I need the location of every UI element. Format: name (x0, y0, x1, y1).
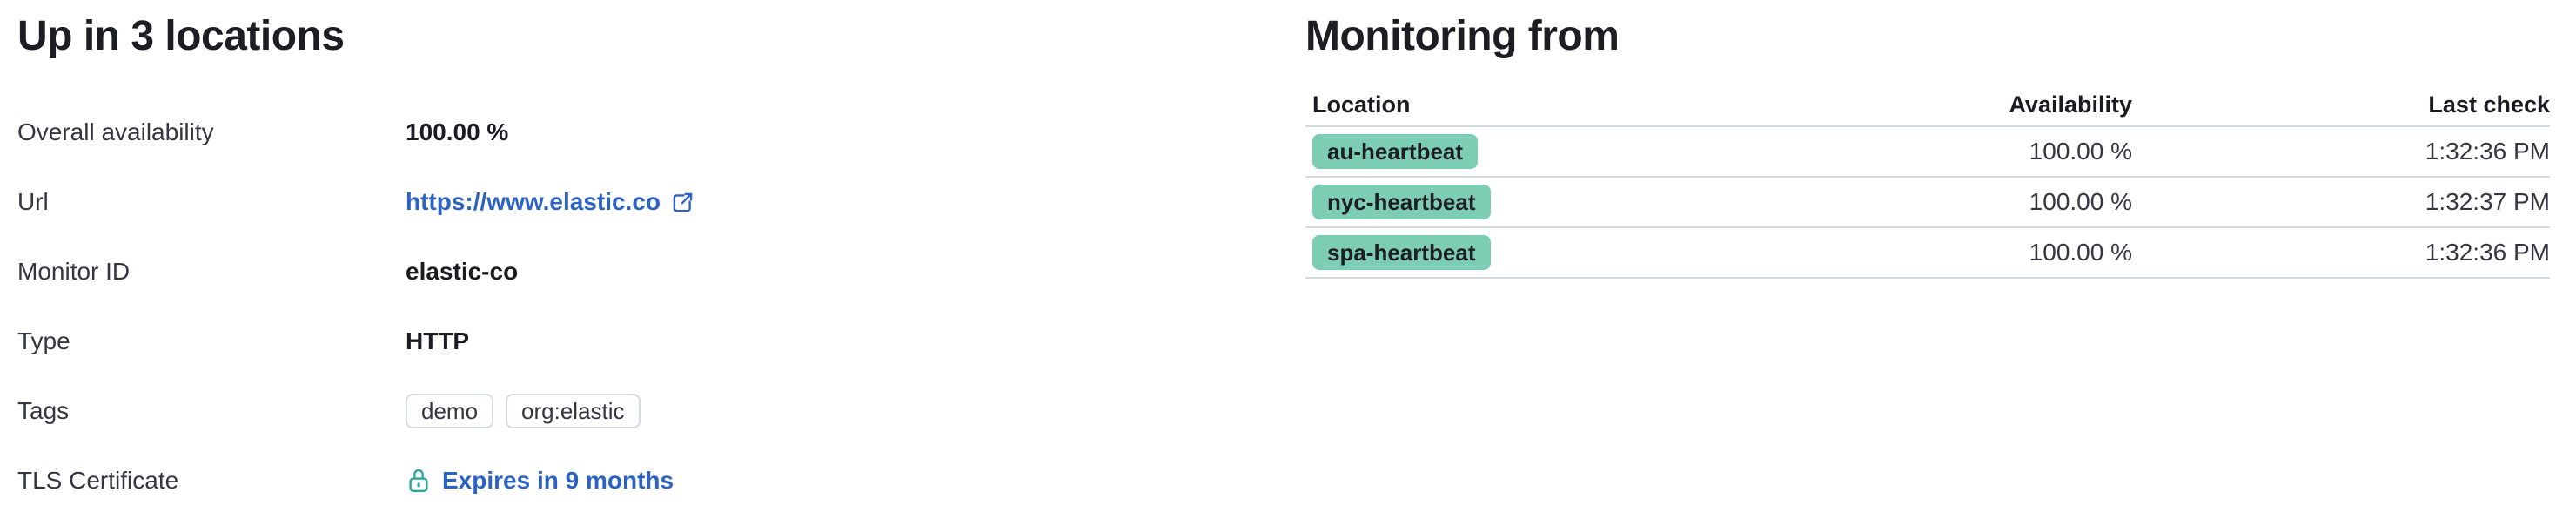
column-header-availability: Availability (2009, 91, 2132, 118)
locations-table: Location Availability Last check au-hear… (1305, 84, 2550, 279)
tls-certificate-row: TLS Certificate Expires in 9 months (17, 456, 1253, 505)
availability-cell: 100.00 % (2029, 239, 2132, 266)
column-header-last-check: Last check (2428, 91, 2550, 118)
tls-certificate-link[interactable]: Expires in 9 months (406, 466, 674, 496)
last-check-cell: 1:32:36 PM (2425, 138, 2550, 165)
tags-row: Tags demo org:elastic (17, 387, 1253, 435)
tag-badge[interactable]: org:elastic (506, 394, 641, 428)
tag-badge[interactable]: demo (406, 394, 494, 428)
url-label: Url (17, 188, 49, 215)
tls-certificate-label: TLS Certificate (17, 467, 179, 494)
monitor-id-value: elastic-co (406, 258, 519, 285)
monitor-summary-panel: Up in 3 locations Overall availability 1… (17, 14, 1253, 526)
type-row: Type HTTP (17, 317, 1253, 366)
table-row: spa-heartbeat 100.00 % 1:32:36 PM (1305, 228, 2550, 279)
monitor-url-text: https://www.elastic.co (406, 188, 661, 215)
url-row: Url https://www.elastic.co (17, 178, 1253, 226)
monitoring-from-panel: Monitoring from Location Availability La… (1305, 14, 2550, 279)
table-row: nyc-heartbeat 100.00 % 1:32:37 PM (1305, 178, 2550, 228)
table-row: au-heartbeat 100.00 % 1:32:36 PM (1305, 127, 2550, 178)
monitor-id-label: Monitor ID (17, 258, 131, 285)
lock-icon (406, 466, 432, 496)
type-value: HTTP (406, 327, 470, 354)
location-badge: au-heartbeat (1312, 134, 1479, 169)
tags-list: demo org:elastic (406, 394, 641, 428)
column-header-location: Location (1312, 91, 1411, 118)
availability-cell: 100.00 % (2029, 188, 2132, 215)
overall-availability-row: Overall availability 100.00 % (17, 108, 1253, 157)
external-link-icon (671, 191, 694, 214)
monitoring-from-title: Monitoring from (1305, 13, 1620, 59)
tls-expiry-text: Expires in 9 months (442, 467, 674, 494)
locations-table-header: Location Availability Last check (1305, 84, 2550, 127)
type-label: Type (17, 327, 70, 354)
last-check-cell: 1:32:37 PM (2425, 188, 2550, 215)
location-badge: spa-heartbeat (1312, 235, 1491, 270)
monitor-meta-list: Overall availability 100.00 % Url https:… (17, 108, 1253, 505)
last-check-cell: 1:32:36 PM (2425, 239, 2550, 266)
availability-cell: 100.00 % (2029, 138, 2132, 165)
tags-label: Tags (17, 397, 70, 424)
monitor-url-link[interactable]: https://www.elastic.co (406, 187, 694, 217)
overall-availability-label: Overall availability (17, 118, 214, 145)
monitor-status-title: Up in 3 locations (17, 13, 345, 59)
overall-availability-value: 100.00 % (406, 118, 509, 145)
monitor-id-row: Monitor ID elastic-co (17, 247, 1253, 296)
location-badge: nyc-heartbeat (1312, 185, 1491, 219)
